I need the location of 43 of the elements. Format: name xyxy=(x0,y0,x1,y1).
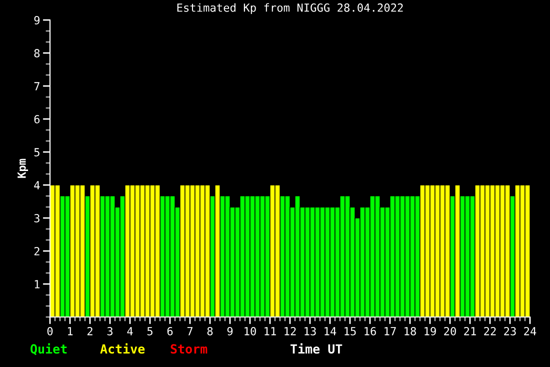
y-tick-label: 2 xyxy=(34,247,40,256)
x-tick-label: 10 xyxy=(244,326,256,336)
x-tick-label: 24 xyxy=(524,326,536,336)
y-tick-label: 6 xyxy=(34,115,40,124)
y-tick-label: 1 xyxy=(34,280,40,288)
x-tick-label: 3 xyxy=(107,326,113,336)
x-tick-label: 20 xyxy=(444,326,456,336)
x-tick-label: 7 xyxy=(187,327,193,336)
x-tick-label: 8 xyxy=(207,326,213,336)
x-tick-label: 22 xyxy=(484,326,496,336)
x-tick-label: 11 xyxy=(264,327,276,336)
y-tick-label: 8 xyxy=(34,49,40,58)
x-tick-label: 12 xyxy=(284,326,296,336)
x-tick-label: 5 xyxy=(147,327,152,336)
chart-title: Estimated Kp from NIGGG 28.04.2022 xyxy=(177,3,403,14)
bar xyxy=(214,184,220,317)
y-tick-label: 9 xyxy=(34,16,40,24)
x-axis-title: Time UT xyxy=(290,343,342,354)
x-tick-label: 23 xyxy=(504,326,516,336)
x-tick-label: 14 xyxy=(324,327,336,336)
x-tick-label: 13 xyxy=(304,326,316,336)
y-tick-label: 7 xyxy=(34,82,40,90)
text: Active xyxy=(100,343,145,354)
legend-label: Storm xyxy=(170,344,208,354)
x-tick-label: 19 xyxy=(424,326,436,336)
x-tick-label: 6 xyxy=(167,326,173,336)
text: Quiet xyxy=(30,343,67,356)
y-tick-label: 4 xyxy=(34,181,40,190)
y-axis-title: Kpm xyxy=(18,158,28,178)
x-tick-label: 4 xyxy=(127,327,133,336)
x-tick-label: 17 xyxy=(384,327,396,336)
bar xyxy=(454,184,460,317)
bar xyxy=(54,184,60,317)
x-tick-label: 16 xyxy=(364,326,376,336)
x-tick-label: 0 xyxy=(47,326,53,336)
y-tick-label: 5 xyxy=(34,148,40,156)
x-tick-label: 9 xyxy=(227,326,233,336)
x-tick-label: 1 xyxy=(68,327,73,336)
x-tick-label: 21 xyxy=(464,326,476,336)
x-tick-label: 15 xyxy=(344,327,356,336)
x-tick-label: 2 xyxy=(87,326,92,336)
x-tick-label: 18 xyxy=(404,326,416,336)
y-tick-label: 3 xyxy=(34,214,40,222)
